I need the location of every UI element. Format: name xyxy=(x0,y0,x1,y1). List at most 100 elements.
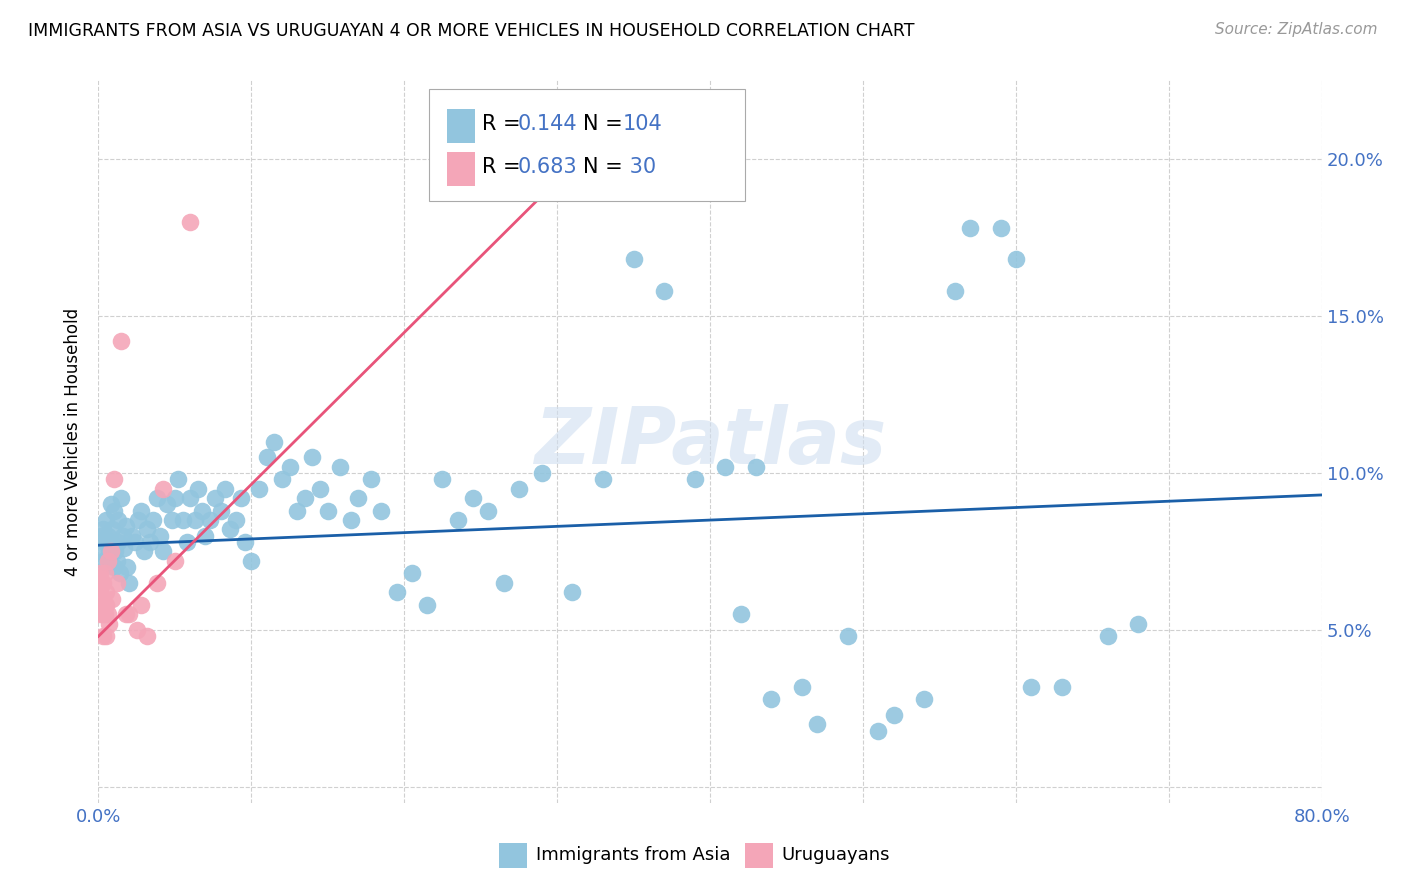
Point xyxy=(912,692,935,706)
Y-axis label: 4 or more Vehicles in Household: 4 or more Vehicles in Household xyxy=(65,308,83,575)
Point xyxy=(152,544,174,558)
Point xyxy=(447,513,470,527)
Text: Source: ZipAtlas.com: Source: ZipAtlas.com xyxy=(1215,22,1378,37)
Point xyxy=(100,497,122,511)
Point xyxy=(959,221,981,235)
Point xyxy=(233,535,256,549)
Point xyxy=(91,523,114,537)
Point xyxy=(142,513,165,527)
Text: 0.683: 0.683 xyxy=(517,157,576,177)
Point xyxy=(110,334,132,348)
Point xyxy=(561,585,583,599)
Point xyxy=(127,513,149,527)
Point xyxy=(416,598,439,612)
Point xyxy=(309,482,332,496)
Point xyxy=(105,554,128,568)
Text: ZIPatlas: ZIPatlas xyxy=(534,403,886,480)
Point xyxy=(745,459,768,474)
Point xyxy=(115,519,138,533)
Point xyxy=(492,575,515,590)
Point xyxy=(121,529,143,543)
Point xyxy=(89,585,111,599)
Point xyxy=(104,544,127,558)
Point xyxy=(160,513,183,527)
Point xyxy=(278,459,301,474)
Point xyxy=(759,692,782,706)
Point xyxy=(806,717,828,731)
Point xyxy=(94,598,117,612)
Point xyxy=(145,491,167,505)
Point xyxy=(93,607,115,622)
Point xyxy=(184,513,207,527)
Text: N =: N = xyxy=(583,157,630,177)
Point xyxy=(179,214,201,228)
Point xyxy=(129,503,152,517)
Point xyxy=(108,566,131,581)
Point xyxy=(89,607,111,622)
Point xyxy=(129,598,152,612)
Point xyxy=(115,607,138,622)
Point xyxy=(347,491,370,505)
Point xyxy=(179,491,201,505)
Point xyxy=(270,472,292,486)
Point xyxy=(163,554,186,568)
Point xyxy=(97,550,120,565)
Point xyxy=(107,535,129,549)
Point xyxy=(91,607,114,622)
Point xyxy=(93,535,115,549)
Point xyxy=(360,472,382,486)
Text: R =: R = xyxy=(482,114,527,134)
Point xyxy=(943,284,966,298)
Text: IMMIGRANTS FROM ASIA VS URUGUAYAN 4 OR MORE VEHICLES IN HOUSEHOLD CORRELATION CH: IMMIGRANTS FROM ASIA VS URUGUAYAN 4 OR M… xyxy=(28,22,915,40)
Point xyxy=(103,560,125,574)
Point xyxy=(990,221,1012,235)
Point xyxy=(139,535,162,549)
Point xyxy=(883,707,905,722)
Point xyxy=(194,529,217,543)
Point xyxy=(112,541,135,556)
Point xyxy=(477,503,499,517)
Point xyxy=(91,575,114,590)
Point xyxy=(229,491,252,505)
Point xyxy=(1128,616,1150,631)
Point xyxy=(107,513,129,527)
Point xyxy=(156,497,179,511)
Point xyxy=(136,523,159,537)
Point xyxy=(136,629,159,643)
Point xyxy=(868,723,890,738)
Point xyxy=(91,629,114,643)
Point xyxy=(385,585,408,599)
Point xyxy=(149,529,172,543)
Point xyxy=(329,459,352,474)
Point xyxy=(714,459,737,474)
Point xyxy=(652,284,675,298)
Point xyxy=(100,544,122,558)
Point xyxy=(401,566,423,581)
Point xyxy=(209,503,232,517)
Point xyxy=(97,529,120,543)
Point xyxy=(191,503,214,517)
Point xyxy=(94,585,117,599)
Point xyxy=(97,554,120,568)
Point xyxy=(110,491,132,505)
Point xyxy=(187,482,209,496)
Point xyxy=(172,513,194,527)
Point xyxy=(90,575,112,590)
Point xyxy=(105,575,128,590)
Point xyxy=(1004,252,1026,267)
Point xyxy=(263,434,285,449)
Point xyxy=(100,535,122,549)
Point xyxy=(101,523,124,537)
Point xyxy=(103,503,125,517)
Point xyxy=(89,544,111,558)
Point xyxy=(103,472,125,486)
Point xyxy=(461,491,484,505)
Point xyxy=(1019,680,1042,694)
Point xyxy=(98,616,121,631)
Point xyxy=(339,513,361,527)
Point xyxy=(837,629,859,643)
Text: R =: R = xyxy=(482,157,527,177)
Text: 30: 30 xyxy=(623,157,657,177)
Point xyxy=(623,252,645,267)
Point xyxy=(163,491,186,505)
